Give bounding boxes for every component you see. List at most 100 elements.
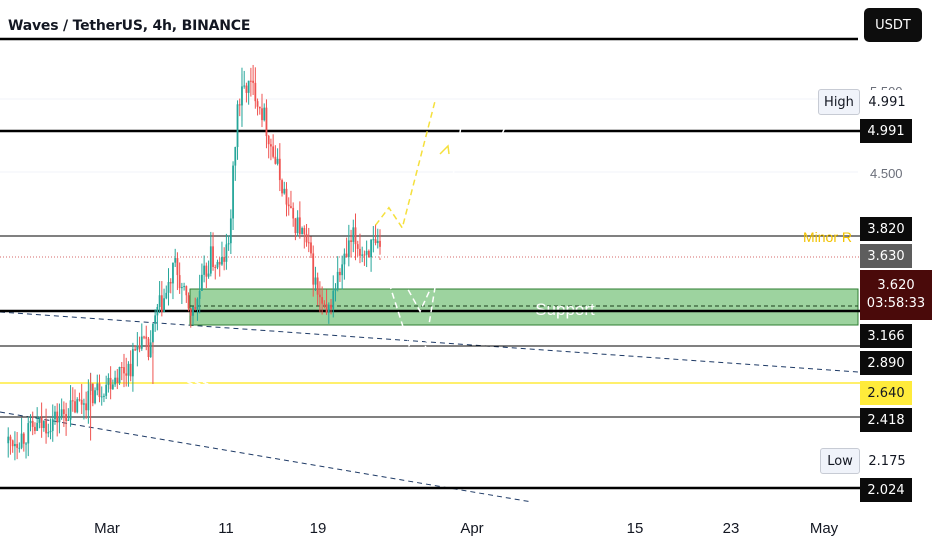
candle-body: [123, 367, 125, 374]
candle-body: [27, 423, 30, 444]
candle-body: [152, 323, 154, 343]
candle-body: [138, 345, 141, 349]
candle-body: [83, 403, 85, 405]
candle-body: [136, 345, 139, 351]
candle-body: [261, 108, 263, 121]
high-label-tag: High: [818, 89, 860, 115]
price-tick-label: 4.500: [870, 166, 903, 181]
candle-body: [270, 144, 272, 147]
candle-body: [125, 373, 128, 376]
candle-body: [114, 377, 116, 385]
candle-body: [325, 304, 328, 313]
candle-body: [312, 253, 315, 285]
candle-body: [118, 366, 121, 384]
candle-body: [265, 107, 268, 137]
candle-body: [47, 432, 50, 434]
candle-body: [34, 426, 36, 431]
candle-body: [285, 188, 288, 205]
candle-body: [258, 106, 261, 109]
candle-body: [31, 420, 34, 427]
candle-body: [7, 436, 10, 444]
candle-body: [243, 85, 246, 87]
candle-body: [301, 228, 303, 235]
candle-body: [207, 273, 210, 277]
candle-body: [227, 243, 230, 245]
candle-body: [78, 399, 81, 401]
candle-body: [87, 390, 90, 411]
candle-body: [332, 290, 335, 309]
projection-path: [374, 98, 437, 230]
projection-arrowhead: [517, 152, 528, 163]
candle-body: [98, 383, 101, 397]
candle-body: [38, 417, 41, 423]
candle-body: [203, 265, 206, 275]
candle-body: [45, 420, 47, 434]
candle-body: [40, 417, 43, 429]
candle-body: [214, 266, 217, 268]
candle-body: [201, 274, 203, 291]
candle-body: [160, 295, 163, 312]
candle-body: [303, 228, 306, 235]
candle-body: [247, 80, 250, 93]
candle-body: [25, 443, 27, 445]
candle-body: [296, 217, 299, 234]
candle-body: [256, 101, 259, 107]
support-zone: [189, 288, 859, 326]
liquidity-label: $$$: [186, 375, 210, 391]
candle-body: [96, 383, 99, 391]
candle-body: [379, 240, 381, 247]
candle-body: [180, 287, 183, 289]
candle-body: [330, 304, 332, 309]
candle-body: [281, 180, 283, 194]
time-tick-label: 23: [723, 520, 740, 537]
candle-body: [107, 377, 110, 385]
candle-body: [176, 258, 179, 276]
candle-body: [109, 377, 112, 390]
candle-body: [367, 250, 370, 258]
candle-body: [178, 275, 181, 289]
candle-body: [22, 433, 25, 444]
candle-body: [67, 419, 70, 421]
candle-body: [49, 430, 52, 433]
candle-body: [290, 206, 292, 208]
candle-body: [272, 146, 275, 157]
candle-body: [165, 292, 168, 299]
candle-body: [221, 257, 223, 265]
time-tick-label: Apr: [460, 520, 483, 537]
candle-body: [163, 298, 165, 312]
prev-close-tag: 3.630: [860, 244, 912, 268]
candle-body: [234, 147, 237, 166]
candle-body: [298, 217, 301, 235]
candle-body: [363, 254, 366, 256]
projection-path: [388, 103, 517, 313]
candle-body: [80, 399, 83, 405]
candle-body: [120, 366, 123, 368]
candle-body: [339, 271, 341, 276]
candle-body: [229, 218, 232, 244]
low-label-tag: Low: [820, 448, 860, 474]
time-tick-label: 19: [310, 520, 327, 537]
candle-body: [154, 315, 157, 324]
candle-body: [249, 80, 252, 82]
candle-body: [352, 227, 355, 242]
candle-body: [51, 419, 54, 431]
candle-body: [192, 306, 194, 316]
current-price-value: 3.620: [877, 278, 915, 293]
currency-button[interactable]: USDT: [864, 8, 922, 42]
candle-body: [376, 240, 379, 244]
candle-body: [36, 422, 39, 431]
time-tick-label: May: [810, 520, 839, 537]
candle-body: [361, 254, 364, 256]
candle-body: [283, 188, 286, 194]
candle-body: [359, 248, 361, 256]
minor-r-tag: 3.820: [860, 217, 912, 241]
candle-body: [225, 244, 228, 262]
candle-body: [305, 234, 308, 243]
level-2640-tag: 2.640: [860, 381, 912, 405]
candle-body: [20, 433, 23, 448]
candle-body: [29, 420, 32, 424]
low-line-tag: 2.024: [860, 478, 912, 502]
candle-body: [318, 294, 321, 298]
